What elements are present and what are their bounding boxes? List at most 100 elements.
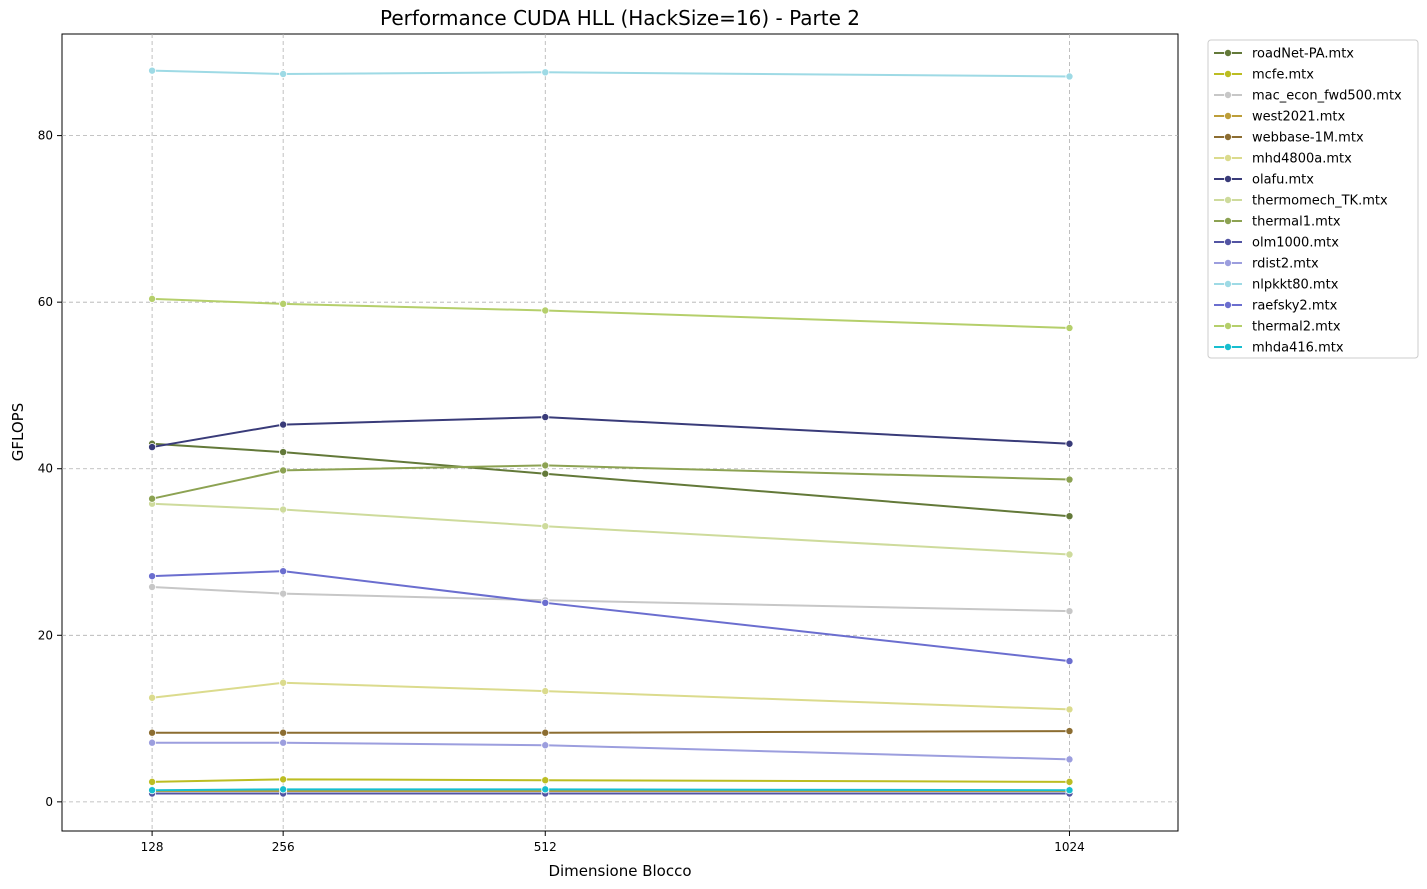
chart-title: Performance CUDA HLL (HackSize=16) - Par…: [380, 6, 860, 30]
y-tick-label: 20: [38, 628, 53, 642]
series-olafu-mtx: [148, 413, 1074, 452]
data-point: [1065, 72, 1074, 81]
data-point: [279, 420, 288, 429]
legend-label: olafu.mtx: [1252, 173, 1314, 188]
series-line: [151, 681, 1070, 711]
legend-entry: rdist2.mtx: [1214, 257, 1319, 272]
legend-entry: nlpkkt80.mtx: [1214, 278, 1339, 293]
y-tick-label: 40: [38, 462, 53, 476]
legend-label: raefsky2.mtx: [1252, 299, 1338, 314]
data-point: [148, 777, 157, 786]
legend-swatch-marker: [1224, 195, 1233, 204]
data-point: [1065, 727, 1074, 736]
series-mcfe-mtx: [148, 775, 1074, 786]
data-point: [1065, 755, 1074, 764]
series-line: [152, 442, 1070, 518]
data-point: [279, 466, 288, 475]
series-line: [152, 585, 1070, 613]
series-raefsky2-mtx: [148, 567, 1074, 666]
data-point: [148, 728, 157, 737]
data-point: [279, 728, 288, 737]
legend-entry: west2021.mtx: [1214, 110, 1345, 125]
legend-swatch-marker: [1224, 153, 1233, 162]
legend-swatch-marker: [1224, 132, 1233, 141]
legend-label: mac_econ_fwd500.mtx: [1252, 89, 1402, 104]
legend-swatch-marker: [1224, 70, 1233, 79]
data-point: [541, 741, 550, 750]
data-point: [279, 69, 288, 78]
y-axis-ticks: 0 20 40 60 80: [38, 129, 62, 809]
legend-entry: thermal1.mtx: [1214, 215, 1341, 230]
data-point: [541, 598, 550, 607]
legend-entry: olm1000.mtx: [1214, 236, 1339, 251]
legend-entry: webbase-1M.mtx: [1214, 131, 1364, 146]
legend-label: olm1000.mtx: [1252, 236, 1339, 251]
x-tick-label: 512: [534, 840, 557, 854]
plot-area: 128 256 512 1024 0 20 40 60 80: [38, 33, 1179, 854]
legend-entry: thermomech_TK.mtx: [1214, 194, 1388, 209]
data-point: [1065, 607, 1074, 616]
legend-swatch-marker: [1224, 112, 1233, 121]
grid-lines: [62, 34, 1178, 831]
data-point: [148, 572, 157, 581]
series-rdist2-mtx: [148, 738, 1074, 764]
series-lines: [148, 66, 1074, 798]
legend-entry: mac_econ_fwd500.mtx: [1214, 89, 1402, 104]
data-point: [1065, 439, 1074, 448]
data-point: [541, 522, 550, 531]
legend-label: roadNet-PA.mtx: [1252, 47, 1354, 62]
legend-label: nlpkkt80.mtx: [1252, 278, 1339, 293]
plot-frame: [61, 33, 1179, 832]
data-point: [279, 505, 288, 514]
data-point: [1065, 550, 1074, 559]
data-point: [541, 785, 550, 794]
data-point: [279, 785, 288, 794]
data-point: [148, 443, 157, 452]
y-tick-label: 60: [38, 295, 53, 309]
data-point: [279, 738, 288, 747]
legend-entry: thermal2.mtx: [1214, 320, 1341, 335]
data-point: [541, 776, 550, 785]
data-point: [1065, 323, 1074, 332]
data-point: [541, 413, 550, 422]
legend-entry: mhd4800a.mtx: [1214, 152, 1352, 167]
series-thermomech-tk-mtx: [148, 499, 1074, 559]
series-roadnet-pa-mtx: [148, 439, 1074, 521]
data-point: [279, 589, 288, 598]
legend-items: roadNet-PA.mtx mcfe.mtx mac_econ_fwd500.mt…: [1214, 47, 1402, 356]
legend-frame: [1207, 39, 1419, 359]
series-line: [152, 570, 1070, 663]
series-mhd4800a-mtx: [148, 678, 1074, 714]
data-point: [148, 582, 157, 591]
x-axis-title: Dimensione Blocco: [548, 862, 691, 880]
data-point: [148, 786, 157, 795]
data-point: [279, 567, 288, 576]
data-point: [279, 299, 288, 308]
data-point: [148, 494, 157, 503]
x-tick-label: 1024: [1054, 840, 1085, 854]
series-line: [152, 788, 1070, 792]
x-tick-label: 256: [272, 840, 295, 854]
x-tick-label: 128: [141, 840, 164, 854]
series-nlpkkt80-mtx: [148, 66, 1074, 81]
legend-entry: raefsky2.mtx: [1214, 299, 1338, 314]
data-point: [1065, 475, 1074, 484]
legend-swatch-marker: [1224, 237, 1233, 246]
data-point: [1065, 512, 1074, 521]
legend-swatch-marker: [1224, 279, 1233, 288]
series-line: [152, 741, 1070, 761]
legend-entry: mcfe.mtx: [1214, 68, 1314, 83]
y-tick-label: 0: [45, 795, 53, 809]
legend-label: thermomech_TK.mtx: [1252, 194, 1388, 209]
data-point: [1065, 786, 1074, 795]
series-line: [152, 730, 1070, 734]
legend-label: mcfe.mtx: [1252, 68, 1314, 83]
data-point: [541, 469, 550, 478]
data-point: [148, 693, 157, 702]
legend-label: webbase-1M.mtx: [1252, 131, 1364, 146]
legend-label: mhd4800a.mtx: [1252, 152, 1352, 167]
data-point: [541, 687, 550, 696]
legend-swatch-marker: [1224, 258, 1233, 267]
legend-label: mhda416.mtx: [1252, 341, 1344, 356]
series-line: [152, 69, 1070, 78]
